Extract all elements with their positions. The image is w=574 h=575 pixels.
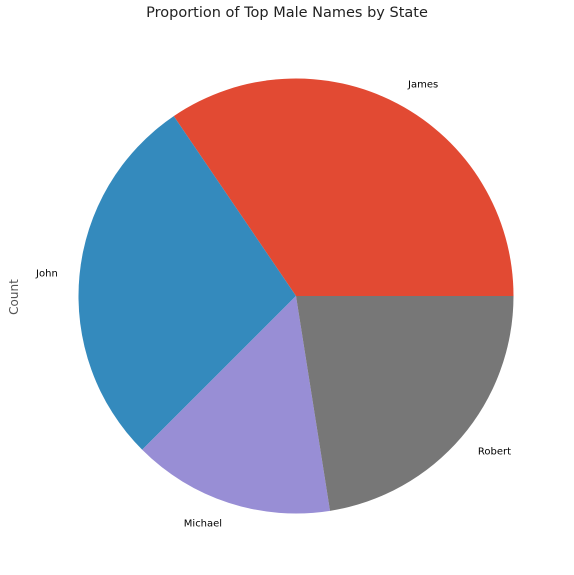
- pie-slice-john: [78, 116, 296, 450]
- pie-slice-james: [173, 78, 514, 297]
- pie-slice-label-michael: Michael: [184, 519, 222, 530]
- chart-title: Proportion of Top Male Names by State: [146, 5, 428, 21]
- pie-slice-label-james: James: [407, 80, 438, 91]
- pie-slice-michael: [142, 296, 331, 514]
- pie-slice-robert: [296, 296, 514, 511]
- pie-slice-label-john: John: [35, 269, 58, 280]
- pie-slice-label-robert: Robert: [478, 446, 511, 457]
